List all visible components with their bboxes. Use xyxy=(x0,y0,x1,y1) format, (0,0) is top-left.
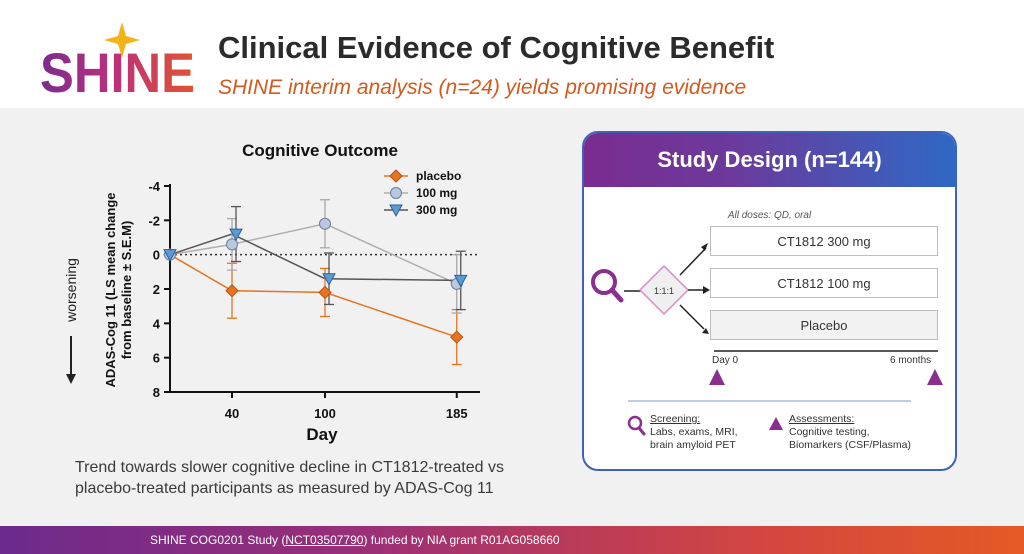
series-line-2 xyxy=(169,233,457,282)
worsening-label: worsening xyxy=(63,258,79,323)
caption-line-2: placebo-treated participants as measured… xyxy=(75,480,494,497)
arm-300mg: CT1812 300 mg xyxy=(710,226,938,256)
data-point-0 xyxy=(225,284,239,298)
arrow-300 xyxy=(679,247,707,276)
footer-prefix: SHINE COG0201 Study ( xyxy=(150,533,286,547)
y-tick-label: -4 xyxy=(148,179,160,194)
data-point-2 xyxy=(322,273,336,286)
legend-marker xyxy=(390,187,402,199)
arrow-placebo xyxy=(679,304,705,330)
sparkle-icon xyxy=(104,22,140,58)
study-design-card: Study Design (n=144) 1:1:1 All doses: QD… xyxy=(582,131,957,471)
assessment-marker-start xyxy=(709,369,725,385)
screening-title: Screening: xyxy=(650,413,701,425)
data-point-2 xyxy=(163,249,177,262)
page-subtitle: SHINE interim analysis (n=24) yields pro… xyxy=(218,76,747,99)
magnifier-icon xyxy=(591,269,624,303)
data-point-0 xyxy=(318,285,332,300)
assessment-legend-icon xyxy=(769,417,783,430)
worsening-indicator: worsening xyxy=(63,258,79,384)
trial-id-link[interactable]: NCT03507790 xyxy=(285,533,364,547)
y-tick-label: -2 xyxy=(148,213,160,228)
chart-title: Cognitive Outcome xyxy=(242,141,398,160)
ratio-label: 1:1:1 xyxy=(654,286,674,296)
y-axis-label-line2: from baseline ± S.E.M) xyxy=(119,221,134,360)
doses-note: All doses: QD, oral xyxy=(727,210,812,221)
cognitive-outcome-chart: Cognitive Outcome ADAS-Cog 11 (LS mean c… xyxy=(103,141,480,444)
data-point-2 xyxy=(453,274,468,288)
timeline-end-label: 6 months xyxy=(890,355,932,366)
assessments-line-2: Biomarkers (CSF/Plasma) xyxy=(789,439,911,451)
chart-caption: Trend towards slower cognitive decline i… xyxy=(75,457,535,499)
legend-label: placebo xyxy=(416,169,461,183)
y-tick-label: 6 xyxy=(153,351,160,366)
shine-logo: SHINE xyxy=(40,22,195,100)
x-tick-label: 185 xyxy=(446,406,468,421)
assessments-line-1: Cognitive testing, xyxy=(789,426,870,438)
y-tick-label: 4 xyxy=(153,316,161,331)
series-line-0 xyxy=(169,254,457,338)
study-design-title: Study Design (n=144) xyxy=(584,133,955,187)
legend-label: 100 mg xyxy=(416,186,457,200)
legend-marker xyxy=(389,204,403,218)
screening-magnifier-icon xyxy=(627,415,646,436)
assessment-marker-end xyxy=(927,369,943,385)
data-point-2 xyxy=(229,228,243,242)
footer-text: SHINE COG0201 Study (NCT03507790) funded… xyxy=(150,533,560,547)
y-tick-label: 8 xyxy=(153,385,160,400)
worsening-arrow-head xyxy=(66,374,76,384)
footer-band: SHINE COG0201 Study (NCT03507790) funded… xyxy=(0,526,1024,554)
assessments-title: Assessments: xyxy=(789,413,855,425)
arrowhead-300 xyxy=(701,243,708,251)
legend-label: 300 mg xyxy=(416,203,457,217)
footer-suffix: ) funded by NIA grant R01AG058660 xyxy=(363,533,560,547)
arm-placebo: Placebo xyxy=(710,310,938,340)
arm-100mg: CT1812 100 mg xyxy=(710,268,938,298)
legend-marker xyxy=(389,169,403,183)
screening-line-1: Labs, exams, MRI, xyxy=(650,426,738,438)
data-point-1 xyxy=(226,238,238,251)
caption-line-1: Trend towards slower cognitive decline i… xyxy=(75,459,504,476)
y-tick-label: 0 xyxy=(153,248,160,263)
x-tick-label: 100 xyxy=(314,406,336,421)
page-title: Clinical Evidence of Cognitive Benefit xyxy=(218,30,775,65)
x-axis-label: Day xyxy=(306,425,338,444)
data-point-0 xyxy=(450,330,464,344)
randomization-diamond xyxy=(638,264,690,316)
timeline-start-label: Day 0 xyxy=(712,355,739,366)
y-axis-label-line1: ADAS-Cog 11 (LS mean change xyxy=(103,192,118,387)
x-tick-label: 40 xyxy=(225,406,239,421)
arrowhead-100 xyxy=(703,286,710,294)
series-line-1 xyxy=(169,222,458,285)
assessments-legend: Assessments: Cognitive testing, Biomarke… xyxy=(789,413,911,452)
logo-text: SHINE xyxy=(40,41,195,100)
screening-legend: Screening: Labs, exams, MRI, brain amylo… xyxy=(650,413,738,452)
y-tick-label: 2 xyxy=(153,282,160,297)
study-design-diagram: 1:1:1 xyxy=(591,243,943,436)
screening-line-2: brain amyloid PET xyxy=(650,439,736,451)
header-band xyxy=(0,0,1024,108)
data-point-1 xyxy=(319,217,331,230)
arrowhead-placebo xyxy=(702,328,709,334)
